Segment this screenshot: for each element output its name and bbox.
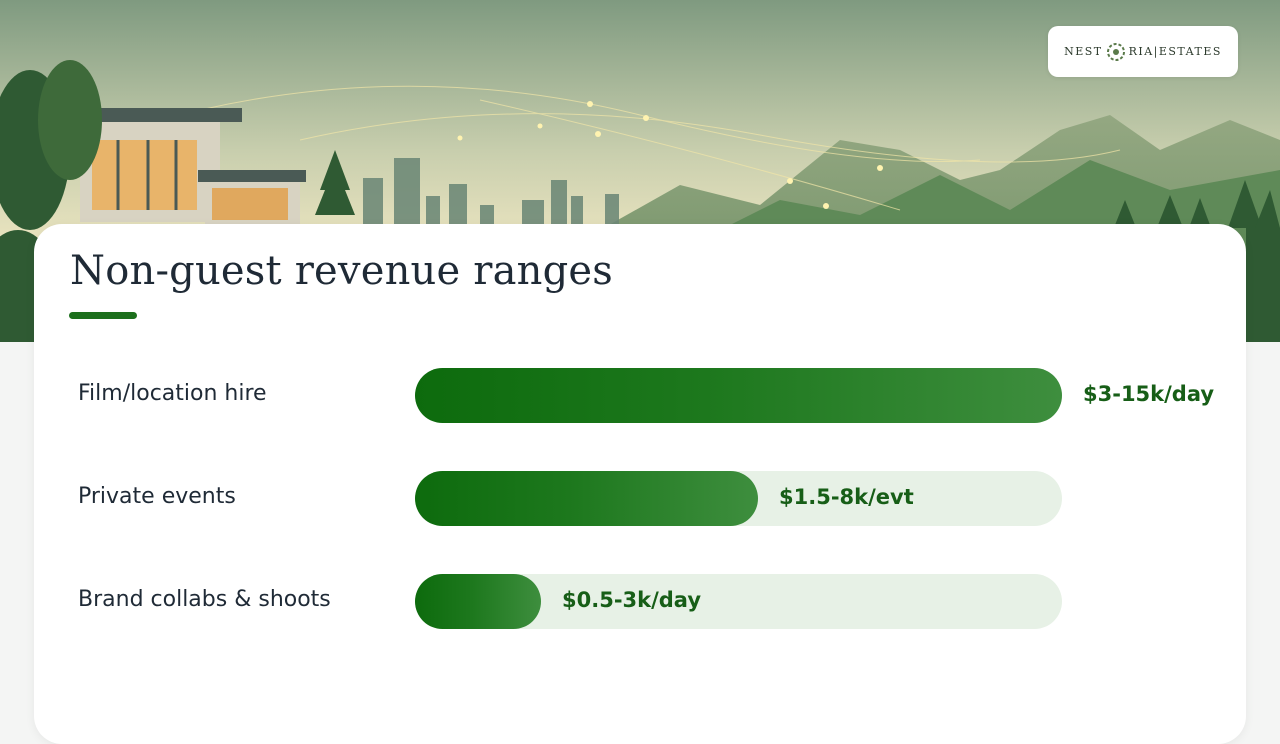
bar-value-label: $3-15k/day (1083, 382, 1215, 406)
bar-value-label: $0.5-3k/day (562, 588, 702, 612)
logo-text-right: RIA|ESTATES (1128, 45, 1222, 58)
brand-logo: NEST RIA|ESTATES (1048, 26, 1238, 77)
bar-category-label: Film/location hire (78, 381, 267, 406)
chart-title: Non-guest revenue ranges (70, 248, 614, 294)
bar-track (415, 471, 1062, 526)
bar-category-label: Brand collabs & shoots (78, 587, 331, 612)
bar-fill (415, 368, 1062, 423)
bar-track (415, 574, 1062, 629)
bar-fill (415, 574, 541, 629)
bar-value-label: $1.5-8k/evt (779, 485, 914, 509)
bar-category-label: Private events (78, 484, 236, 509)
logo-text-left: NEST (1064, 45, 1103, 58)
wreath-icon (1105, 41, 1127, 63)
title-underline (69, 312, 137, 319)
bar-track (415, 368, 1062, 423)
bar-fill (415, 471, 758, 526)
